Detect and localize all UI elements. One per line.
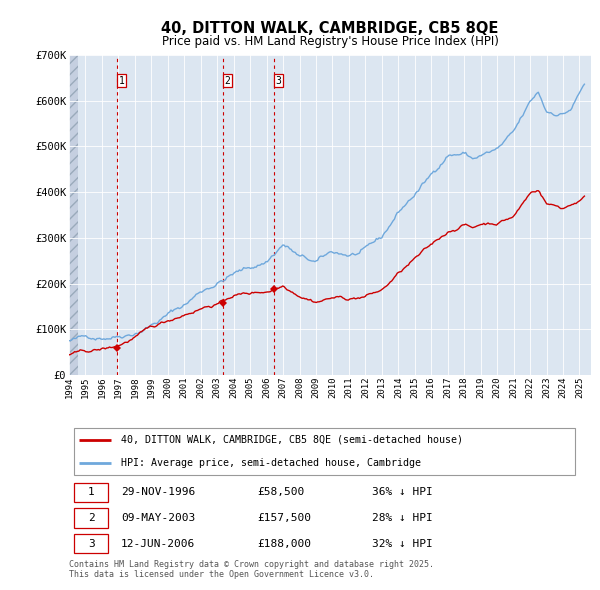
Text: 32% ↓ HPI: 32% ↓ HPI	[372, 539, 433, 549]
Text: £188,000: £188,000	[257, 539, 311, 549]
Text: 2: 2	[88, 513, 95, 523]
Text: 28% ↓ HPI: 28% ↓ HPI	[372, 513, 433, 523]
Text: 3: 3	[88, 539, 95, 549]
Text: 12-JUN-2006: 12-JUN-2006	[121, 539, 196, 549]
Text: £58,500: £58,500	[257, 487, 304, 497]
Text: 09-MAY-2003: 09-MAY-2003	[121, 513, 196, 523]
Text: Contains HM Land Registry data © Crown copyright and database right 2025.
This d: Contains HM Land Registry data © Crown c…	[69, 559, 434, 579]
Text: 1: 1	[119, 76, 125, 86]
Text: 29-NOV-1996: 29-NOV-1996	[121, 487, 196, 497]
Text: 1: 1	[88, 487, 95, 497]
Text: £157,500: £157,500	[257, 513, 311, 523]
Text: 3: 3	[275, 76, 281, 86]
Text: 36% ↓ HPI: 36% ↓ HPI	[372, 487, 433, 497]
Text: 40, DITTON WALK, CAMBRIDGE, CB5 8QE (semi-detached house): 40, DITTON WALK, CAMBRIDGE, CB5 8QE (sem…	[121, 435, 463, 445]
Text: 2: 2	[225, 76, 230, 86]
Text: 40, DITTON WALK, CAMBRIDGE, CB5 8QE: 40, DITTON WALK, CAMBRIDGE, CB5 8QE	[161, 21, 499, 35]
Text: Price paid vs. HM Land Registry's House Price Index (HPI): Price paid vs. HM Land Registry's House …	[161, 35, 499, 48]
Text: HPI: Average price, semi-detached house, Cambridge: HPI: Average price, semi-detached house,…	[121, 458, 421, 468]
